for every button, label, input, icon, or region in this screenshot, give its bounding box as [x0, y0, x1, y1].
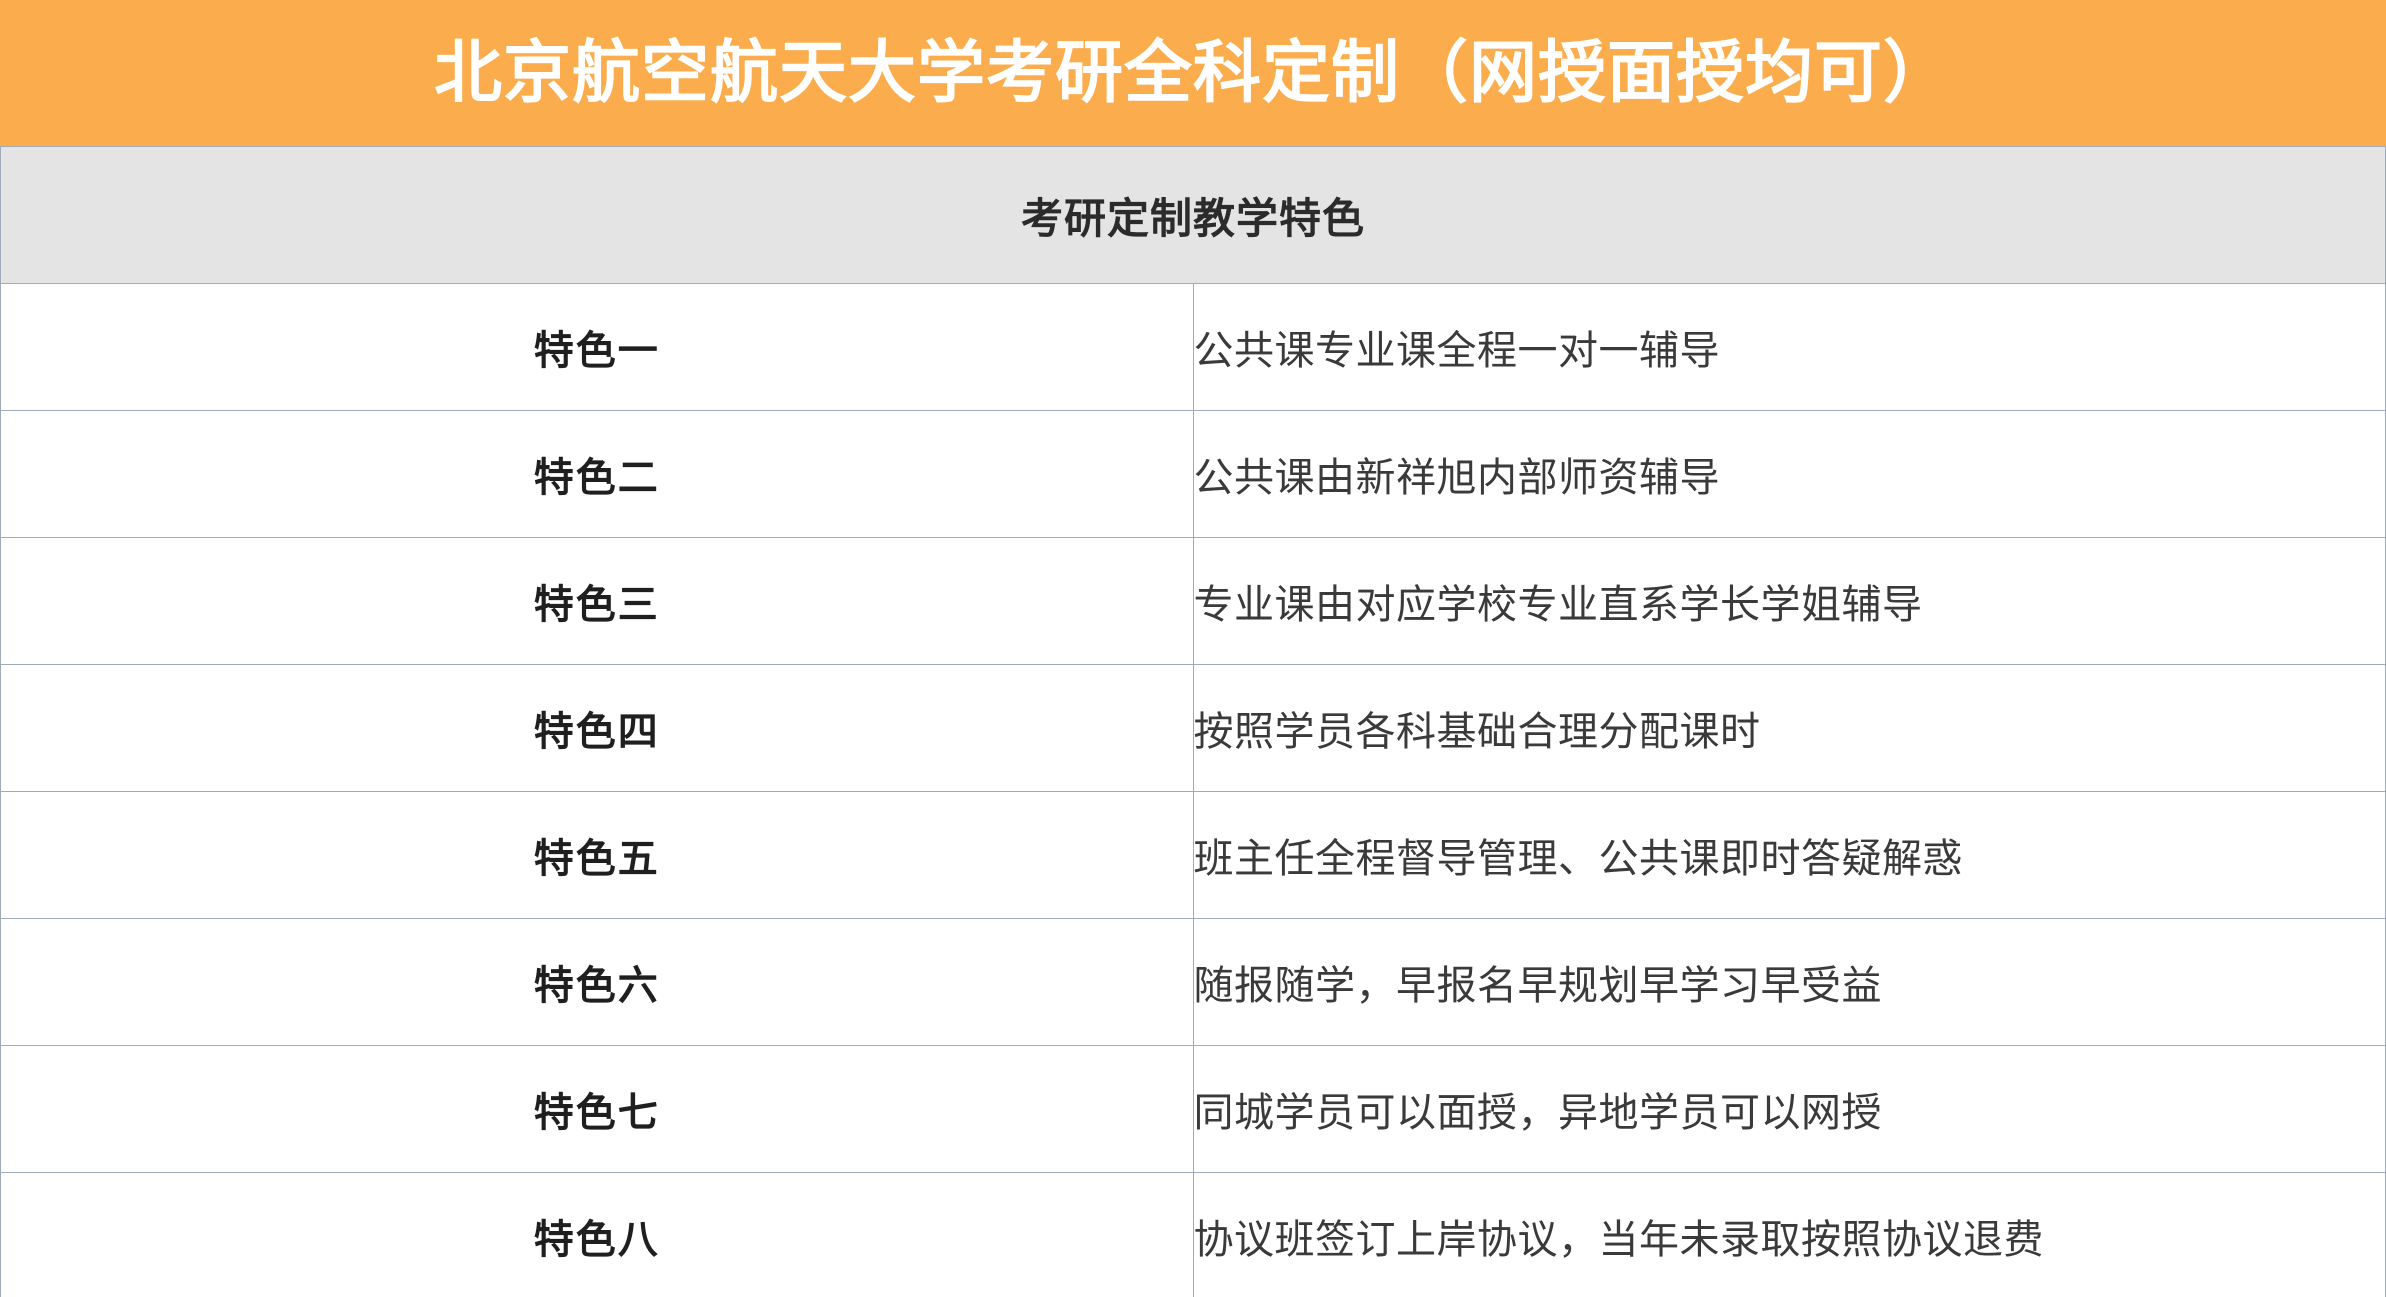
- feature-desc-8: 协议班签订上岸协议，当年未录取按照协议退费: [1192, 1172, 2386, 1297]
- table-row: 特色三 专业课由对应学校专业直系学长学姐辅导: [0, 537, 2386, 665]
- table-row: 特色五 班主任全程督导管理、公共课即时答疑解惑: [0, 791, 2386, 919]
- feature-label-4: 特色四: [0, 664, 1194, 792]
- table-row: 特色六 随报随学，早报名早规划早学习早受益: [0, 918, 2386, 1046]
- table-row: 特色七 同城学员可以面授，异地学员可以网授: [0, 1045, 2386, 1173]
- feature-label-3: 特色三: [0, 537, 1194, 665]
- feature-desc-7: 同城学员可以面授，异地学员可以网授: [1192, 1045, 2386, 1173]
- feature-desc-1: 公共课专业课全程一对一辅导: [1192, 283, 2386, 411]
- table-subheader-title: 考研定制教学特色: [0, 146, 2386, 284]
- table-subheader-row: 考研定制教学特色: [0, 146, 2386, 284]
- feature-desc-5: 班主任全程督导管理、公共课即时答疑解惑: [1192, 791, 2386, 919]
- feature-label-8: 特色八: [0, 1172, 1194, 1297]
- feature-label-6: 特色六: [0, 918, 1194, 1046]
- table-row: 特色八 协议班签订上岸协议，当年未录取按照协议退费: [0, 1172, 2386, 1297]
- feature-label-5: 特色五: [0, 791, 1194, 919]
- banner-header: 北京航空航天大学考研全科定制（网授面授均可）: [0, 0, 2386, 146]
- feature-table-body: 考研定制教学特色 特色一 公共课专业课全程一对一辅导 特色二 公共课由新祥旭内部…: [0, 146, 2386, 1297]
- table-row: 特色二 公共课由新祥旭内部师资辅导: [0, 410, 2386, 538]
- feature-desc-4: 按照学员各科基础合理分配课时: [1192, 664, 2386, 792]
- feature-label-1: 特色一: [0, 283, 1194, 411]
- feature-desc-2: 公共课由新祥旭内部师资辅导: [1192, 410, 2386, 538]
- feature-label-7: 特色七: [0, 1045, 1194, 1173]
- banner-title: 北京航空航天大学考研全科定制（网授面授均可）: [433, 35, 1952, 111]
- feature-desc-3: 专业课由对应学校专业直系学长学姐辅导: [1192, 537, 2386, 665]
- feature-table: 考研定制教学特色 特色一 公共课专业课全程一对一辅导 特色二 公共课由新祥旭内部…: [0, 146, 2386, 1297]
- feature-label-2: 特色二: [0, 410, 1194, 538]
- table-row: 特色四 按照学员各科基础合理分配课时: [0, 664, 2386, 792]
- feature-desc-6: 随报随学，早报名早规划早学习早受益: [1192, 918, 2386, 1046]
- table-row: 特色一 公共课专业课全程一对一辅导: [0, 283, 2386, 411]
